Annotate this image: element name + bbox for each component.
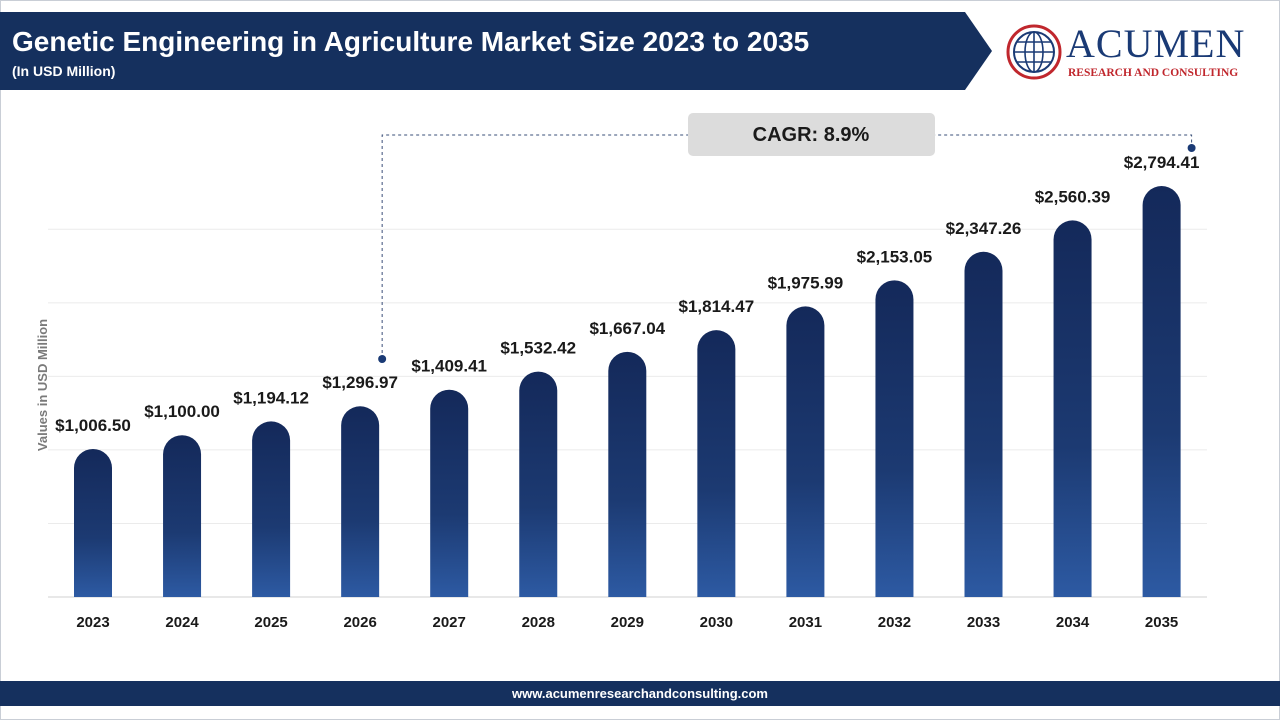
data-label-2024: $1,100.00	[144, 402, 220, 421]
globe-icon	[1006, 24, 1062, 80]
data-label-2031: $1,975.99	[768, 273, 844, 292]
cagr-bracket-line	[381, 134, 1193, 359]
x-tick-2035: 2035	[1145, 614, 1178, 631]
footer-url: www.acumenresearchandconsulting.com	[512, 686, 768, 701]
cagr-box	[688, 113, 935, 156]
bar-2024	[163, 435, 202, 597]
footer-bar: www.acumenresearchandconsulting.com	[0, 681, 1280, 706]
logo-tagline: RESEARCH AND CONSULTING	[1068, 67, 1239, 79]
data-label-2029: $1,667.04	[589, 319, 665, 338]
x-tick-2031: 2031	[789, 614, 822, 631]
company-logo: ACUMEN RESEARCH AND CONSULTING	[1004, 21, 1274, 82]
data-label-2030: $1,814.47	[679, 297, 755, 316]
x-tick-2029: 2029	[611, 614, 644, 631]
bar-2027	[430, 389, 469, 597]
logo-name: ACUMEN	[1066, 21, 1246, 66]
x-tick-2026: 2026	[343, 614, 376, 631]
data-label-2033: $2,347.26	[946, 219, 1022, 238]
data-label-2028: $1,532.42	[500, 339, 576, 358]
data-label-2025: $1,194.12	[233, 388, 309, 407]
bar-2031	[786, 306, 825, 597]
bar-2032	[875, 280, 914, 597]
x-tick-2028: 2028	[522, 614, 555, 631]
data-label-2026: $1,296.97	[322, 373, 398, 392]
page-title: Genetic Engineering in Agriculture Marke…	[12, 26, 810, 57]
cagr-label: CAGR: 8.9%	[753, 124, 870, 146]
x-tick-2032: 2032	[878, 614, 911, 631]
x-tick-2030: 2030	[700, 614, 733, 631]
bar-2033	[964, 251, 1003, 597]
data-label-2023: $1,006.50	[55, 416, 131, 435]
bar-2025	[252, 421, 291, 597]
bar-chart: $1,006.50 $1,100.00 $1,194.12 $1,296.97 $1,4…	[35, 113, 1207, 631]
cagr-end-dot	[1187, 144, 1196, 152]
bar-2035	[1142, 186, 1181, 597]
x-tick-2025: 2025	[254, 614, 287, 631]
page-subtitle: (In USD Million)	[12, 63, 116, 79]
bar-2029	[608, 351, 647, 597]
cagr-start-dot	[378, 355, 387, 363]
x-tick-2024: 2024	[165, 614, 199, 631]
x-tick-2023: 2023	[76, 614, 109, 631]
data-label-2027: $1,409.41	[411, 357, 487, 376]
data-label-2035: $2,794.41	[1124, 153, 1200, 172]
bar-2034	[1053, 220, 1092, 598]
x-tick-2027: 2027	[433, 614, 466, 631]
bar-2028	[519, 371, 558, 597]
header-banner	[0, 12, 1000, 90]
data-label-2034: $2,560.39	[1035, 187, 1111, 206]
bar-2023	[74, 448, 112, 597]
x-tick-2034: 2034	[1056, 614, 1090, 631]
bar-2030	[697, 330, 736, 597]
x-tick-2033: 2033	[967, 614, 1000, 631]
y-axis-label: Values in USD Million	[35, 319, 50, 451]
data-label-2032: $2,153.05	[857, 247, 933, 266]
bar-2026	[341, 406, 380, 597]
